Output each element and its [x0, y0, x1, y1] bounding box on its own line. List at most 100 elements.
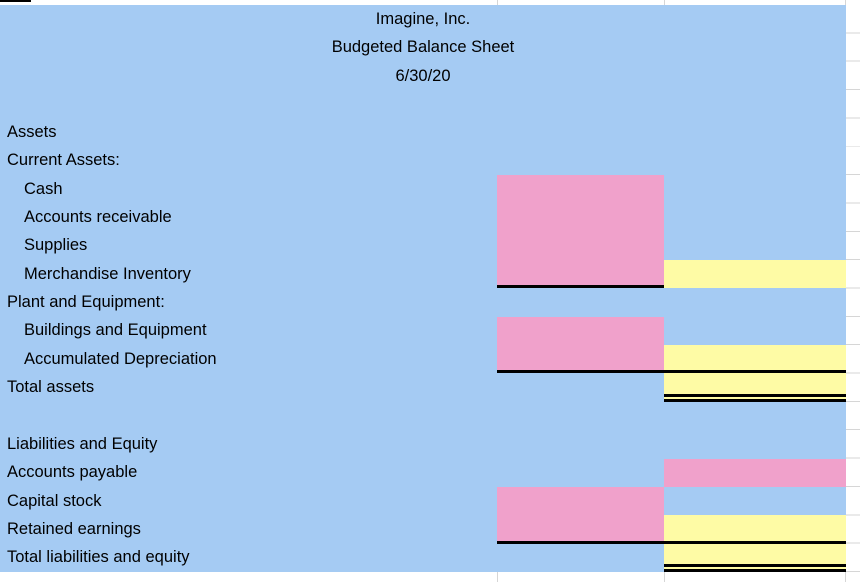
liabilities-equity-header-cell[interactable]: Liabilities and Equity [0, 430, 497, 458]
row-blank [0, 402, 846, 430]
plant-equipment-total-cell[interactable] [664, 345, 846, 374]
blank-cell[interactable] [497, 430, 664, 458]
row-cash: Cash [0, 175, 846, 204]
accounts-payable-label-cell[interactable]: Accounts payable [0, 459, 497, 487]
blank-cell[interactable] [664, 175, 846, 203]
capital-stock-label: Capital stock [7, 491, 102, 510]
equity-subtotal-cell[interactable] [664, 515, 846, 544]
row-buildings-equipment: Buildings and Equipment [0, 316, 846, 346]
report-title-cell[interactable]: Budgeted Balance Sheet [331, 38, 515, 57]
accumulated-depreciation-value-cell[interactable] [497, 345, 664, 374]
total-current-assets-cell[interactable] [664, 260, 846, 289]
capital-stock-value-cell[interactable] [497, 486, 664, 516]
total-assets-label-cell[interactable]: Total assets [0, 373, 497, 401]
total-liabilities-equity-value-cell[interactable] [664, 543, 846, 572]
row-current-assets-header: Current Assets: [0, 147, 846, 175]
right-gutter [846, 5, 860, 582]
blank-cell[interactable] [0, 90, 497, 118]
blank-cell[interactable] [664, 317, 846, 345]
row-accounts-receivable: Accounts receivable [0, 203, 846, 232]
retained-earnings-label-cell[interactable]: Retained earnings [0, 515, 497, 543]
assets-header-cell[interactable]: Assets [0, 118, 497, 146]
column-gridline [497, 572, 498, 582]
blank-cell[interactable] [497, 118, 664, 146]
blank-cell[interactable] [497, 147, 664, 175]
blank-cell[interactable] [664, 118, 846, 146]
row-retained-earnings: Retained earnings [0, 515, 846, 544]
buildings-equipment-label-cell[interactable]: Buildings and Equipment [0, 317, 497, 345]
blank-cell[interactable] [497, 402, 664, 430]
blank-cell[interactable] [497, 373, 664, 401]
column-gridline [664, 0, 665, 5]
column-gridline [845, 572, 846, 582]
total-assets-value-cell[interactable] [664, 373, 846, 402]
plant-equipment-header-label: Plant and Equipment: [7, 293, 165, 312]
buildings-equipment-label: Buildings and Equipment [24, 321, 207, 340]
merchandise-inventory-label-cell[interactable]: Merchandise Inventory [0, 260, 497, 288]
row-accumulated-depreciation: Accumulated Depreciation [0, 345, 846, 374]
merchandise-inventory-value-cell[interactable] [497, 260, 664, 289]
blank-cell[interactable] [664, 90, 846, 118]
row-subtitle: Budgeted Balance Sheet [0, 33, 846, 61]
merchandise-inventory-label: Merchandise Inventory [24, 264, 191, 283]
row-plant-equipment-header: Plant and Equipment: [0, 288, 846, 316]
accounts-payable-label: Accounts payable [7, 463, 138, 482]
blank-cell[interactable] [664, 288, 846, 316]
blank-cell[interactable] [664, 203, 846, 231]
row-date: 6/30/20 [0, 62, 846, 90]
blank-cell[interactable] [664, 147, 846, 175]
right-gutter-top [846, 0, 860, 5]
row-accounts-payable: Accounts payable [0, 458, 846, 487]
blank-cell[interactable] [664, 402, 846, 430]
blank-cell[interactable] [664, 430, 846, 458]
worksheet-area: Imagine, Inc. Budgeted Balance Sheet 6/3… [0, 5, 846, 572]
retained-earnings-value-cell[interactable] [497, 515, 664, 544]
column-gridline [497, 0, 498, 5]
retained-earnings-label: Retained earnings [7, 519, 141, 538]
accounts-receivable-label-cell[interactable]: Accounts receivable [0, 203, 497, 231]
capital-stock-label-cell[interactable]: Capital stock [0, 487, 497, 515]
row-merchandise-inventory: Merchandise Inventory [0, 260, 846, 289]
blank-cell[interactable] [497, 288, 664, 316]
blank-cell[interactable] [497, 544, 664, 572]
blank-cell[interactable] [664, 232, 846, 260]
buildings-equipment-value-cell[interactable] [497, 316, 664, 346]
blank-cell[interactable] [497, 459, 664, 487]
assets-header-label: Assets [7, 123, 57, 142]
total-liabilities-equity-label-cell[interactable]: Total liabilities and equity [0, 544, 497, 572]
accumulated-depreciation-label-cell[interactable]: Accumulated Depreciation [0, 345, 497, 373]
supplies-label-cell[interactable]: Supplies [0, 232, 497, 260]
blank-cell[interactable] [0, 402, 497, 430]
row-title: Imagine, Inc. [0, 5, 846, 33]
blank-cell[interactable] [664, 487, 846, 515]
cash-label: Cash [24, 179, 63, 198]
total-assets-label: Total assets [7, 378, 95, 397]
row-total-liabilities-equity: Total liabilities and equity [0, 543, 846, 572]
report-date-cell[interactable]: 6/30/20 [395, 66, 451, 85]
row-capital-stock: Capital stock [0, 486, 846, 516]
bottom-gutter [0, 572, 846, 582]
accounts-receivable-label: Accounts receivable [24, 208, 172, 227]
top-gutter [0, 0, 860, 5]
row-assets-header: Assets [0, 118, 846, 146]
supplies-value-cell[interactable] [497, 231, 664, 261]
accumulated-depreciation-label: Accumulated Depreciation [24, 349, 217, 368]
cash-value-cell[interactable] [497, 175, 664, 204]
row-blank [0, 90, 846, 118]
accounts-receivable-value-cell[interactable] [497, 203, 664, 232]
row-liabilities-equity-header: Liabilities and Equity [0, 430, 846, 458]
column-gridline [845, 0, 846, 5]
total-liabilities-equity-label: Total liabilities and equity [7, 548, 190, 567]
current-assets-header-cell[interactable]: Current Assets: [0, 147, 497, 175]
blank-cell[interactable] [497, 90, 664, 118]
column-gridline [664, 572, 665, 582]
company-name-cell[interactable]: Imagine, Inc. [375, 10, 471, 28]
liabilities-equity-header-label: Liabilities and Equity [7, 434, 158, 453]
cash-label-cell[interactable]: Cash [0, 175, 497, 203]
plant-equipment-header-cell[interactable]: Plant and Equipment: [0, 288, 497, 316]
row-total-assets: Total assets [0, 373, 846, 402]
current-assets-header-label: Current Assets: [7, 151, 120, 170]
cell-border-fragment [0, 0, 31, 2]
accounts-payable-value-cell[interactable] [664, 458, 846, 487]
